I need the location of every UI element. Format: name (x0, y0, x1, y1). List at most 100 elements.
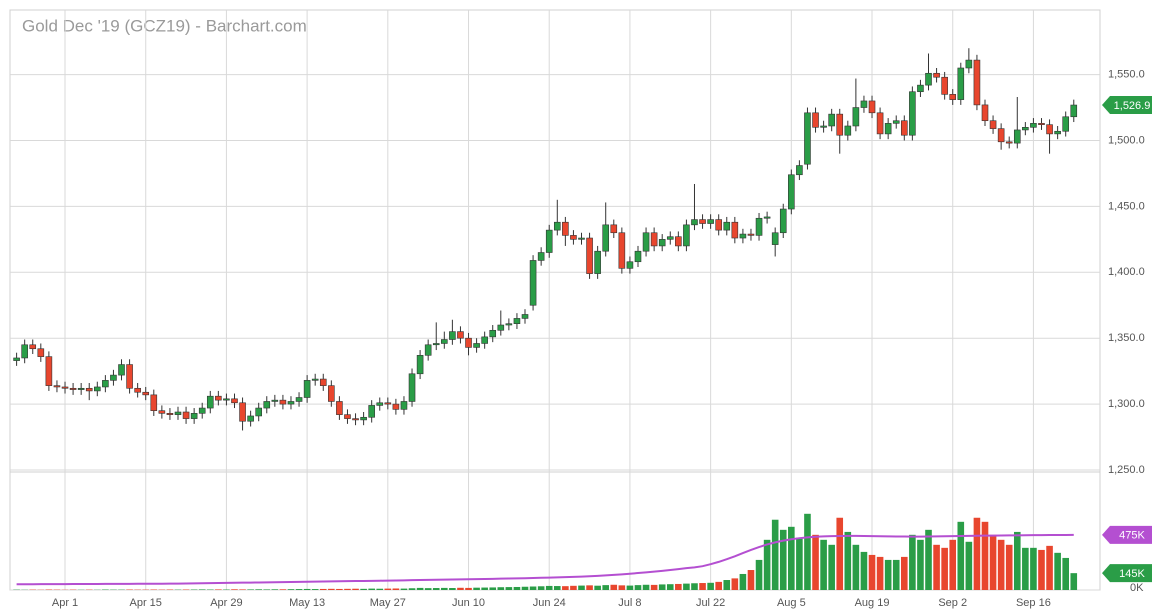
x-tick-label: Jul 8 (618, 597, 641, 609)
volume-bar (198, 589, 206, 590)
candle-body (917, 84, 924, 93)
volume-bar (997, 539, 1005, 590)
volume-bar (1070, 573, 1078, 590)
volume-bar (578, 585, 585, 590)
volume-bar (707, 582, 714, 590)
candle-body (118, 364, 125, 376)
volume-bar (441, 587, 448, 590)
candle-body (836, 113, 844, 136)
candle-body (545, 229, 553, 253)
x-tick-label: May 13 (289, 597, 325, 609)
candle-body (715, 219, 722, 231)
candle-body (570, 235, 577, 240)
candle-body (198, 407, 206, 414)
price-flag-label: 1,526.9 (1114, 100, 1151, 112)
volume-bar (424, 588, 432, 590)
candle-body (255, 407, 262, 417)
candle-body (1054, 130, 1061, 135)
candle-body (804, 112, 811, 165)
volume-bar (852, 544, 860, 590)
volume-bar (529, 586, 537, 590)
volume-bar (618, 585, 626, 590)
volume-bar (820, 539, 827, 590)
candle-body (602, 224, 610, 252)
volume-average-line (16, 533, 1074, 586)
volume-bar (481, 587, 488, 590)
volume-bar (860, 551, 868, 590)
volume-bar (231, 589, 238, 590)
y-tick-label: 1,500.0 (1108, 134, 1145, 146)
candle-body (416, 355, 424, 375)
candle-body (319, 378, 327, 386)
volume-bar (594, 585, 601, 590)
volume-bar (917, 539, 924, 590)
candle-body (707, 219, 714, 224)
candle-body (489, 329, 497, 338)
candle-body (876, 112, 884, 135)
candle-body (408, 373, 416, 402)
y-tick-label: 1,350.0 (1108, 332, 1145, 344)
candle-body (626, 261, 634, 269)
y-tick-label: 1,550.0 (1108, 68, 1145, 80)
candle-body (231, 398, 238, 404)
volume-tick-label: 0K (1130, 582, 1144, 594)
candle-body (45, 356, 53, 386)
candle-body (166, 413, 174, 415)
volume-bar (295, 589, 303, 590)
volume-bar (344, 588, 351, 590)
candle-body (134, 387, 141, 393)
candle-body (788, 174, 795, 210)
volume-bar (215, 589, 222, 590)
candle-body (755, 217, 763, 236)
candle-body (529, 260, 537, 306)
volume-bar (521, 586, 529, 590)
volume-bar (828, 544, 835, 590)
volume-bar (545, 585, 553, 590)
candle-body (675, 236, 682, 247)
volume-bar (763, 539, 771, 590)
x-tick-label: Apr 29 (210, 597, 242, 609)
volume-bar (376, 588, 384, 590)
candle-body (618, 232, 626, 269)
candle-body (158, 410, 166, 414)
candle-body (271, 399, 279, 402)
candle-body (239, 402, 246, 422)
volume-bar (1054, 552, 1061, 590)
volume-bar (691, 583, 698, 590)
candle-body (360, 416, 367, 421)
candle-body (102, 380, 109, 388)
volume-bar (384, 588, 392, 590)
volume-bar (1005, 544, 1013, 590)
volume-bar (553, 586, 561, 590)
candle-body (610, 224, 618, 234)
volume-bar (537, 586, 545, 590)
volume-bar (965, 541, 973, 590)
candle-body (344, 414, 351, 419)
candle-body (828, 113, 835, 127)
x-tick-label: Aug 5 (777, 597, 806, 609)
volume-bar (465, 587, 472, 590)
candle-body (457, 331, 464, 339)
volume-bar (513, 586, 521, 590)
candle-body (223, 398, 230, 401)
volume-bar (715, 581, 722, 590)
volume-bar (933, 544, 940, 590)
volume-bar (432, 588, 440, 590)
candle-body (812, 112, 819, 128)
candle-body (94, 386, 101, 392)
volume-bar (771, 519, 779, 590)
volume-bar (319, 588, 327, 590)
x-tick-label: Apr 1 (52, 597, 78, 609)
candle-body (150, 394, 158, 411)
candle-body (449, 331, 456, 340)
candle-body (909, 91, 916, 136)
candle-body (658, 239, 666, 247)
candle-body (1030, 123, 1037, 128)
volume-bar (392, 588, 400, 590)
volume-bar (699, 583, 706, 590)
candle-body (29, 344, 37, 350)
candle-body (650, 232, 658, 247)
volume-bar (1046, 545, 1053, 590)
candle-body (69, 387, 77, 390)
